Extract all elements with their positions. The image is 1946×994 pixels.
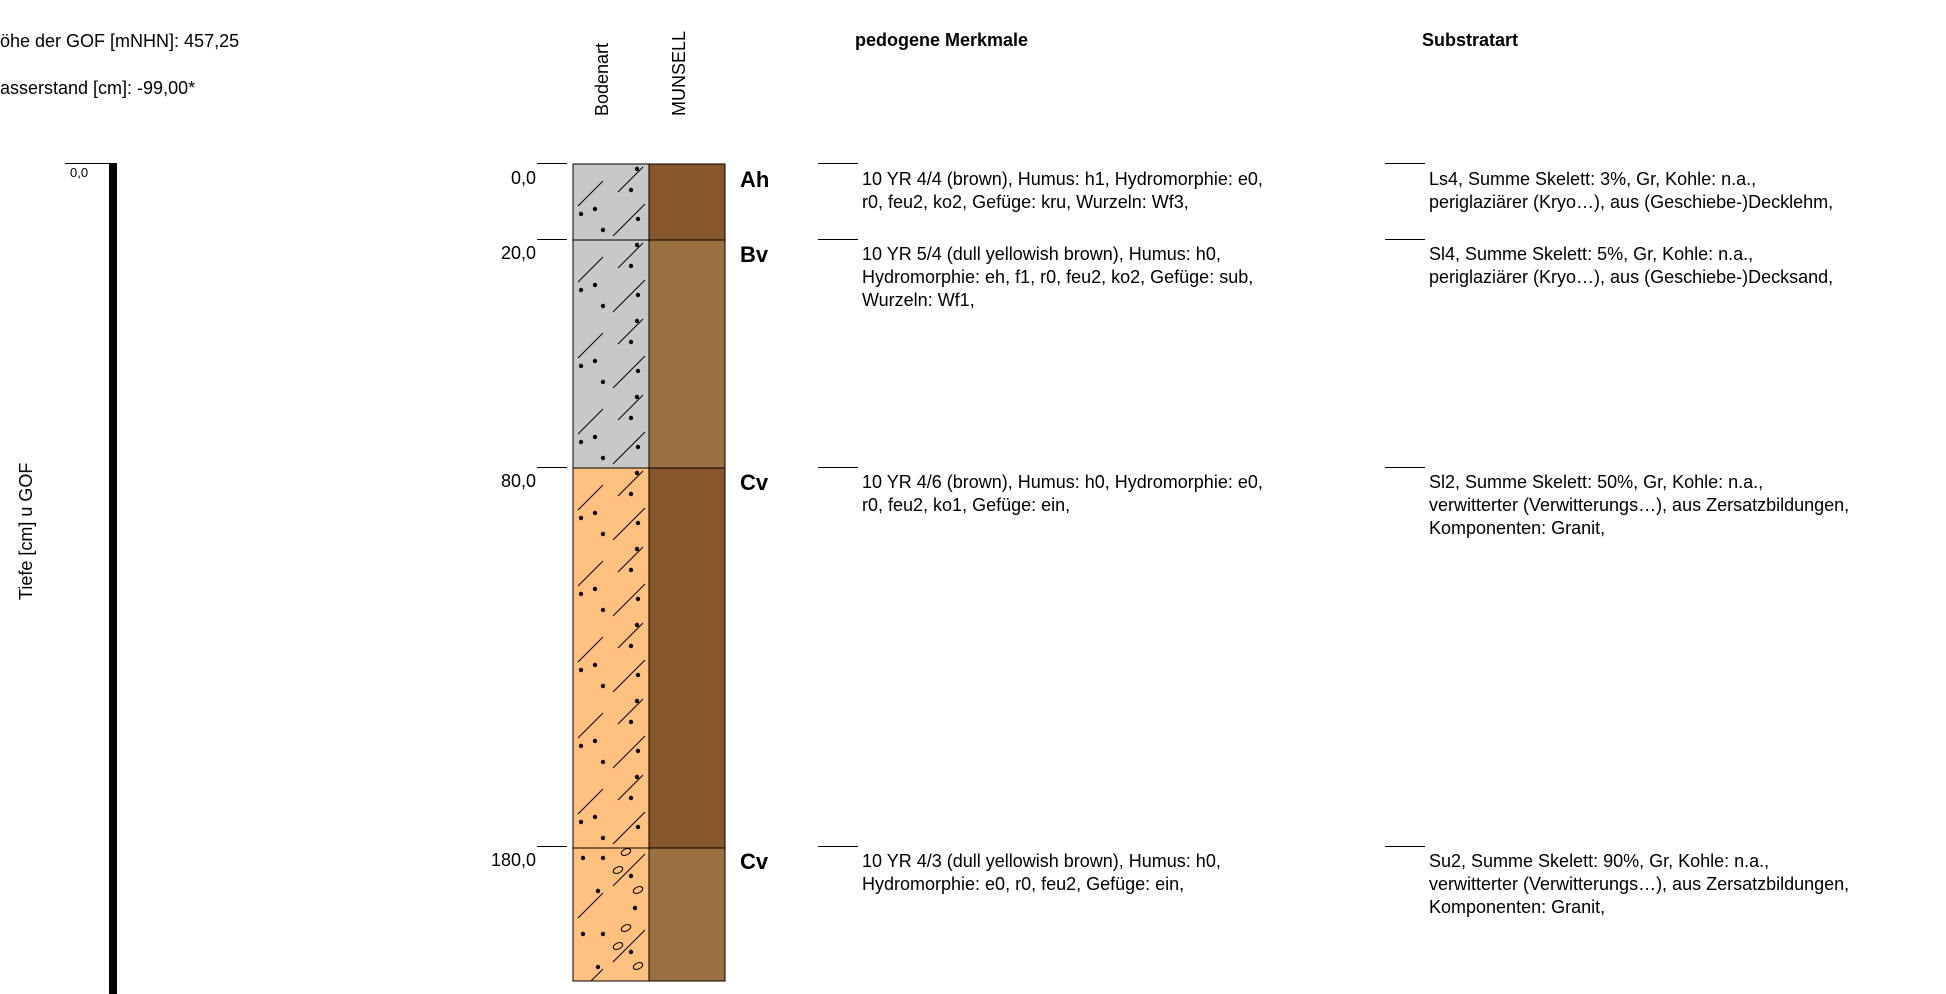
- pedogene-tick: [818, 846, 858, 847]
- horizon-label: Ah: [740, 167, 770, 192]
- layer-depth-label: 20,0: [500, 243, 536, 263]
- layer-depth-tick: [537, 467, 567, 468]
- substrat-description: Su2, Summe Skelett: 90%, Gr, Kohle: n.a.…: [1429, 850, 1849, 919]
- pedogene-line: Hydromorphie: e0, r0, feu2, Gefüge: ein,: [862, 874, 1185, 894]
- depth-axis-top-tick: [65, 163, 115, 164]
- pedogene-description: 10 YR 4/6 (brown), Humus: h0, Hydromorph…: [862, 471, 1263, 517]
- pedogene-description: 10 YR 5/4 (dull yellowish brown), Humus:…: [862, 243, 1253, 312]
- substrat-line: Su2, Summe Skelett: 90%, Gr, Kohle: n.a.…: [1429, 851, 1770, 871]
- substrat-tick: [1385, 846, 1425, 847]
- munsell-color-swatch: [648, 163, 726, 241]
- substrat-line: Komponenten: Granit,: [1429, 518, 1606, 538]
- substrat-line: periglaziärer (Kryo…), aus (Geschiebe-)D…: [1429, 267, 1834, 287]
- substrat-description: Ls4, Summe Skelett: 3%, Gr, Kohle: n.a.,…: [1429, 168, 1833, 214]
- horizon-label: Bv: [740, 242, 769, 267]
- substrat-line: periglaziärer (Kryo…), aus (Geschiebe-)D…: [1429, 192, 1834, 212]
- substrat-line: Komponenten: Granit,: [1429, 897, 1606, 917]
- horizon-label: Cv: [740, 849, 769, 874]
- horizon-label: Cv: [740, 470, 769, 495]
- layer-depth-tick: [537, 163, 567, 164]
- pedogene-tick: [818, 163, 858, 164]
- substrat-description: Sl2, Summe Skelett: 50%, Gr, Kohle: n.a.…: [1429, 471, 1849, 540]
- pedogene-line: Hydromorphie: eh, f1, r0, feu2, ko2, Gef…: [862, 267, 1254, 287]
- substrat-line: verwitterter (Verwitterungs…), aus Zersa…: [1429, 874, 1850, 894]
- depth-axis-bar: [109, 163, 117, 994]
- pedogene-line: 10 YR 4/4 (brown), Humus: h1, Hydromorph…: [862, 169, 1263, 189]
- pedogene-description: 10 YR 4/3 (dull yellowish brown), Humus:…: [862, 850, 1221, 896]
- munsell-color-swatch: [648, 467, 726, 849]
- substrat-line: Sl2, Summe Skelett: 50%, Gr, Kohle: n.a.…: [1429, 472, 1764, 492]
- pedogene-tick: [818, 467, 858, 468]
- pedogene-line: 10 YR 4/6 (brown), Humus: h0, Hydromorph…: [862, 472, 1263, 492]
- column-header-substrat: Substratart: [1422, 30, 1519, 50]
- pedogene-tick: [818, 239, 858, 240]
- pedogene-line: r0, feu2, ko1, Gefüge: ein,: [862, 495, 1071, 515]
- pedogene-line: 10 YR 4/3 (dull yellowish brown), Humus:…: [862, 851, 1221, 871]
- substrat-tick: [1385, 467, 1425, 468]
- munsell-color-swatch: [648, 239, 726, 469]
- substrat-tick: [1385, 239, 1425, 240]
- munsell-color-swatch: [648, 847, 726, 982]
- bodenart-pattern: [573, 468, 649, 848]
- layer-depth-tick: [537, 846, 567, 847]
- depth-axis-top-value: 0,0: [70, 165, 89, 180]
- layer-depth-label: 180,0: [490, 850, 536, 870]
- bodenart-pattern: [573, 240, 649, 468]
- substrat-description: Sl4, Summe Skelett: 5%, Gr, Kohle: n.a.,…: [1429, 243, 1833, 289]
- pedogene-line: 10 YR 5/4 (dull yellowish brown), Humus:…: [862, 244, 1221, 264]
- layer-depth-tick: [537, 239, 567, 240]
- water-level-label: asserstand [cm]: -99,00*: [0, 78, 196, 98]
- pedogene-line: r0, feu2, ko2, Gefüge: kru, Wurzeln: Wf3…: [862, 192, 1189, 212]
- column-header-pedogene: pedogene Merkmale: [855, 30, 1029, 50]
- layer-depth-label: 0,0: [510, 168, 536, 188]
- layer-depth-label: 80,0: [500, 471, 536, 491]
- gof-height-label: öhe der GOF [mNHN]: 457,25: [0, 31, 240, 51]
- bodenart-pattern: [573, 848, 649, 981]
- substrat-line: verwitterter (Verwitterungs…), aus Zersa…: [1429, 495, 1850, 515]
- substrat-line: Ls4, Summe Skelett: 3%, Gr, Kohle: n.a.,: [1429, 169, 1757, 189]
- bodenart-pattern: [573, 164, 649, 240]
- substrat-tick: [1385, 163, 1425, 164]
- substrat-line: Sl4, Summe Skelett: 5%, Gr, Kohle: n.a.,: [1429, 244, 1754, 264]
- pedogene-description: 10 YR 4/4 (brown), Humus: h1, Hydromorph…: [862, 168, 1263, 214]
- pedogene-line: Wurzeln: Wf1,: [862, 290, 975, 310]
